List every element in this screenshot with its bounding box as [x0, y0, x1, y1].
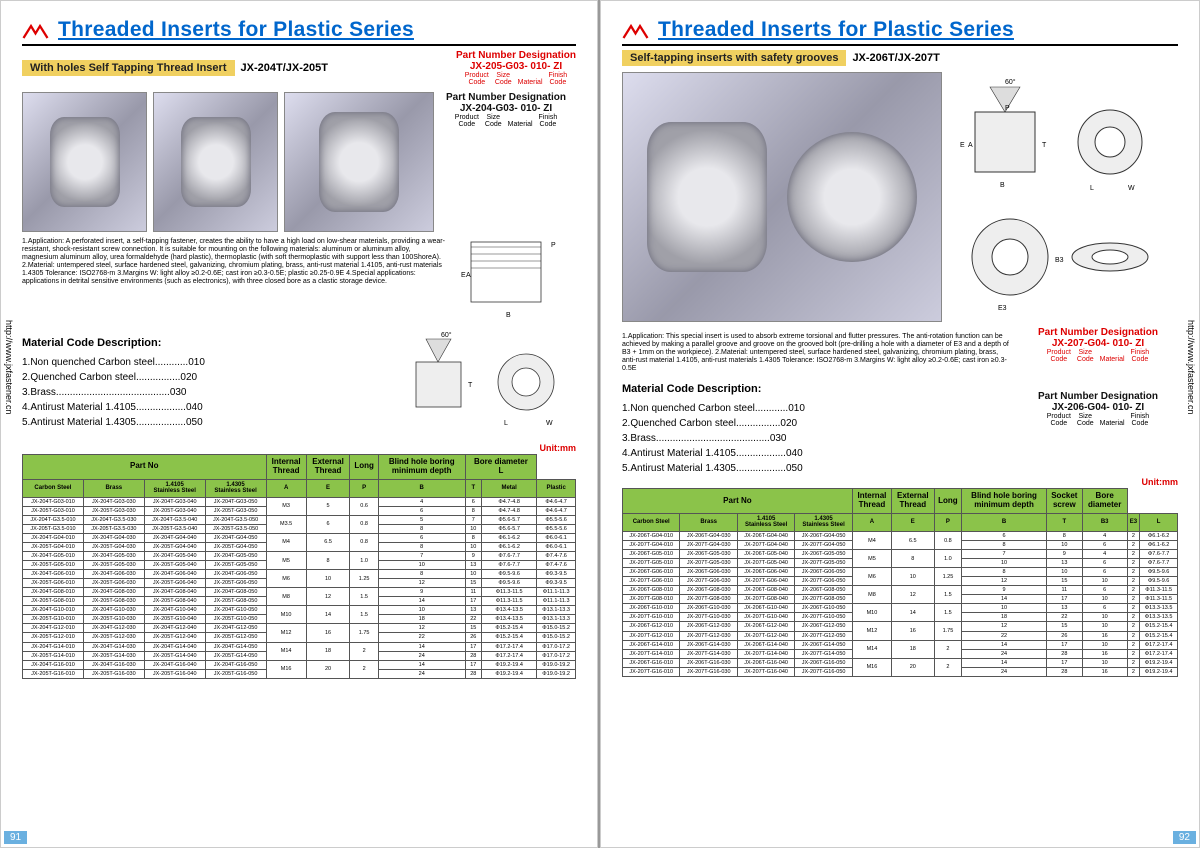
material-item: 4.Antirust Material 1.4105..............… [22, 400, 388, 415]
table-row: JX-206T-G10-010JX-206T-G10-030JX-206T-G1… [623, 604, 1178, 613]
material-item: 1.Non quenched Carbon steel............0… [622, 401, 1010, 416]
table-row: JX-204T-G14-010JX-204T-G14-030JX-204T-G1… [23, 642, 576, 651]
svg-text:60°: 60° [441, 331, 452, 339]
url-side: http://www.jxfastener.cn [4, 320, 14, 415]
table-row: JX-204T-G05-010JX-204T-G05-030JX-204T-G0… [23, 552, 576, 561]
product-photo-2 [153, 92, 278, 232]
svg-text:B: B [506, 312, 511, 319]
svg-text:P: P [551, 242, 556, 249]
unit-label: Unit:mm [622, 477, 1178, 487]
spec-table: Part NoInternal ThreadExternal ThreadLon… [22, 454, 576, 679]
product-photo-3 [284, 92, 434, 232]
pn-labels-2: Product CodeSize CodeMaterialFinish Code [1018, 413, 1178, 427]
product-photo-main [622, 72, 942, 322]
table-row: JX-206T-G08-010JX-206T-G08-030JX-206T-G0… [623, 586, 1178, 595]
pn-title-2: Part Number Designation [1018, 391, 1178, 402]
svg-text:T: T [468, 382, 473, 389]
svg-text:P: P [1005, 105, 1010, 112]
title-row: Threaded Inserts for Plastic Series [622, 18, 1178, 46]
application-notes: 1.Application: This special insert is us… [622, 333, 1010, 373]
svg-text:E: E [960, 142, 965, 149]
subtitle-model: JX-204T/JX-205T [241, 62, 328, 74]
material-list: 1.Non quenched Carbon steel............0… [622, 401, 1010, 476]
subtitle-bar: Self-tapping inserts with safety grooves… [622, 50, 1178, 66]
product-photo-1 [22, 92, 147, 232]
material-item: 3.Brass.................................… [22, 385, 388, 400]
pn-example-2: JX-204-G03- 010- ZI [446, 103, 566, 114]
product-photo-row: Part Number Designation JX-204-G03- 010-… [22, 92, 576, 232]
svg-text:T: T [1042, 142, 1047, 149]
table-row: JX-206T-G05-010JX-206T-G05-030JX-206T-G0… [623, 550, 1178, 559]
subtitle-bar: With holes Self Tapping Thread Insert JX… [22, 50, 576, 86]
material-list: 1.Non quenched Carbon steel............0… [22, 355, 388, 430]
subtitle-model: JX-206T/JX-207T [852, 52, 939, 64]
table-row: JX-204T-G16-010JX-204T-G16-030JX-204T-G1… [23, 660, 576, 669]
brand-logo-icon [622, 22, 652, 42]
page-title: Threaded Inserts for Plastic Series [58, 18, 414, 42]
svg-text:L: L [1090, 185, 1094, 192]
pn-title: Part Number Designation [1018, 327, 1178, 338]
table-row: JX-204T-G12-010JX-204T-G12-030JX-204T-G1… [23, 624, 576, 633]
svg-text:60°: 60° [1005, 78, 1016, 86]
subtitle-highlight: Self-tapping inserts with safety grooves [622, 50, 846, 66]
brand-logo-icon [22, 22, 52, 42]
tech-diagrams-right: 60° T P EA B L W B3 E3 [950, 72, 1178, 327]
svg-text:L: L [504, 420, 508, 427]
material-item: 2.Quenched Carbon steel................0… [22, 370, 388, 385]
pn-title: Part Number Designation [456, 50, 576, 61]
spec-table: Part NoInternal ThreadExternal ThreadLon… [622, 488, 1178, 677]
left-page: Threaded Inserts for Plastic Series With… [0, 0, 600, 848]
title-row: Threaded Inserts for Plastic Series [22, 18, 576, 46]
table-row: JX-206T-G14-010JX-206T-G14-030JX-206T-G1… [623, 640, 1178, 649]
table-row: JX-204T-G06-010JX-204T-G06-030JX-204T-G0… [23, 570, 576, 579]
table-row: JX-206T-G04-010JX-206T-G04-030JX-206T-G0… [623, 532, 1178, 541]
svg-text:W: W [1128, 185, 1135, 192]
pn-example-1: JX-205-G03- 010- ZI [456, 61, 576, 72]
pn-example-2: JX-206-G04- 010- ZI [1018, 402, 1178, 413]
svg-text:W: W [546, 420, 553, 427]
table-row: JX-204T-G3.5-010JX-204T-G3.5-030JX-204T-… [23, 515, 576, 524]
page-number: 91 [4, 831, 27, 844]
pn-labels-1: Product CodeSize CodeMaterialFinish Code [456, 72, 576, 86]
page-number: 92 [1173, 831, 1196, 844]
table-row: JX-204T-G03-010JX-204T-G03-030JX-204T-G0… [23, 497, 576, 506]
table-row: JX-204T-G08-010JX-204T-G08-030JX-204T-G0… [23, 588, 576, 597]
tech-diagram-side: E A B P [456, 232, 576, 327]
material-item: 1.Non quenched Carbon steel............0… [22, 355, 388, 370]
table-row: JX-206T-G06-010JX-206T-G06-030JX-206T-G0… [623, 568, 1178, 577]
url-side: http://www.jxfastener.cn [1186, 320, 1196, 415]
material-item: 5.Antirust Material 1.4305..............… [22, 415, 388, 430]
svg-text:A: A [968, 142, 973, 149]
table-row: JX-204T-G04-010JX-204T-G04-030JX-204T-G0… [23, 533, 576, 542]
pn-labels-2: Product CodeSize CodeMaterialFinish Code [446, 114, 566, 128]
svg-text:A: A [466, 272, 471, 279]
material-item: 2.Quenched Carbon steel................0… [622, 416, 1010, 431]
subtitle-highlight: With holes Self Tapping Thread Insert [22, 60, 235, 76]
application-notes: 1.Application: A perforated insert, a se… [22, 238, 448, 327]
table-row: JX-206T-G12-010JX-206T-G12-030JX-206T-G1… [623, 622, 1178, 631]
svg-text:B: B [1000, 182, 1005, 189]
mat-title: Material Code Description: [622, 383, 1010, 395]
pn-labels-1: Product CodeSize CodeMaterialFinish Code [1018, 349, 1178, 363]
svg-text:E3: E3 [998, 305, 1007, 312]
svg-text:B3: B3 [1055, 257, 1064, 264]
catalog-spread: Threaded Inserts for Plastic Series With… [0, 0, 1200, 848]
material-description: Material Code Description: 1.Non quenche… [22, 337, 388, 430]
material-item: 3.Brass.................................… [622, 431, 1010, 446]
table-row: JX-206T-G16-010JX-206T-G16-030JX-206T-G1… [623, 658, 1178, 667]
material-item: 5.Antirust Material 1.4305..............… [622, 461, 1010, 476]
material-description: Material Code Description: 1.Non quenche… [622, 383, 1010, 476]
tech-diagram-top: 60° T L W [396, 327, 576, 442]
table-row: JX-204T-G10-010JX-204T-G10-030JX-204T-G1… [23, 606, 576, 615]
pn-title-2: Part Number Designation [446, 92, 566, 103]
material-item: 4.Antirust Material 1.4105..............… [622, 446, 1010, 461]
mat-title: Material Code Description: [22, 337, 388, 349]
page-title: Threaded Inserts for Plastic Series [658, 18, 1014, 42]
pn-example-1: JX-207-G04- 010- ZI [1018, 338, 1178, 349]
unit-label: Unit:mm [22, 443, 576, 453]
right-page: Threaded Inserts for Plastic Series Self… [600, 0, 1200, 848]
